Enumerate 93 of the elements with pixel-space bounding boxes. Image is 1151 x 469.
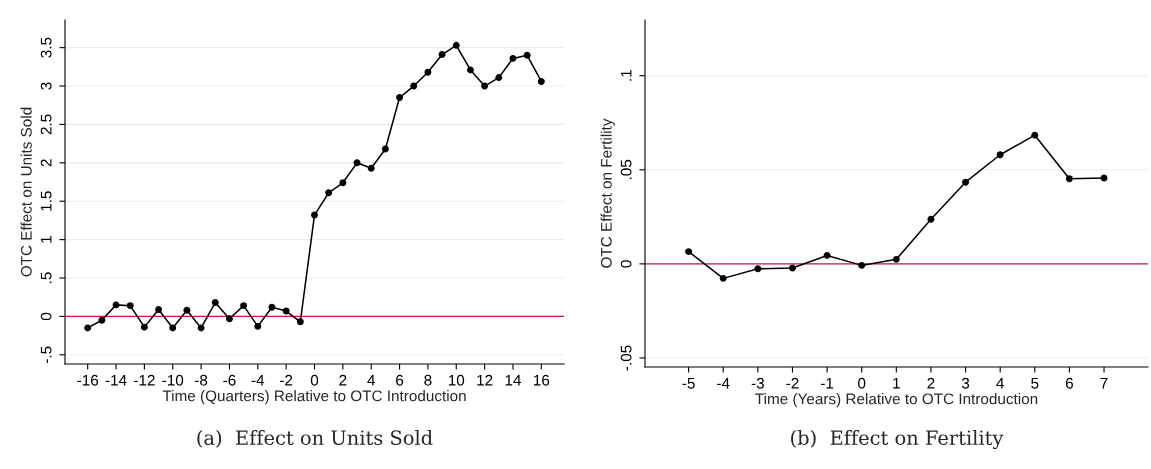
y-axis-title: OTC Effect on Fertility	[600, 118, 615, 268]
point	[685, 248, 693, 256]
point	[211, 299, 219, 307]
point	[126, 302, 134, 310]
y-tick-label: .1	[620, 70, 632, 81]
x-tick-label: 2	[339, 374, 347, 386]
point	[537, 77, 545, 85]
y-tick-label: .05	[620, 159, 632, 180]
y-tick-label: 3.5	[40, 37, 52, 58]
point	[509, 54, 517, 62]
point	[339, 179, 347, 187]
x-tick-label: 16	[533, 374, 550, 386]
x-tick-label: 12	[477, 374, 493, 386]
x-tick-label: -6	[223, 374, 236, 386]
x-tick-label: 8	[424, 374, 432, 386]
point	[438, 51, 446, 59]
point	[962, 178, 970, 186]
point	[98, 316, 106, 324]
y-tick-label: 1.5	[40, 191, 52, 211]
x-tick-label: 4	[367, 374, 376, 386]
y-tick-label: 2	[40, 159, 52, 167]
x-tick-label: -10	[162, 374, 184, 386]
y-tick-label: -.5	[40, 346, 52, 364]
point	[424, 68, 432, 76]
y-tick-label: -.05	[620, 345, 632, 371]
point	[183, 306, 191, 314]
point	[1065, 175, 1073, 183]
point	[396, 94, 404, 102]
point	[140, 323, 148, 331]
x-tick-label: 4	[996, 377, 1004, 389]
point	[892, 255, 900, 263]
x-tick-label: -4	[251, 374, 265, 386]
point	[254, 322, 262, 330]
x-tick-label: 6	[396, 374, 404, 386]
point	[268, 303, 276, 311]
point	[84, 324, 92, 332]
y-tick-label: 0	[620, 260, 632, 268]
x-axis-title: Time (Quarters) Relative to OTC Introduction	[162, 390, 466, 405]
x-tick-label: -2	[280, 374, 293, 386]
x-tick-label: -1	[820, 377, 834, 389]
x-tick-label: 3	[961, 377, 970, 389]
point	[789, 264, 796, 272]
point	[169, 324, 177, 332]
point	[367, 164, 375, 172]
point	[858, 261, 866, 269]
x-tick-label: 10	[448, 374, 465, 386]
point	[1031, 131, 1039, 139]
x-tick-label: -5	[682, 377, 695, 389]
point	[719, 274, 727, 282]
point	[495, 74, 503, 82]
x-tick-label: 5	[1031, 377, 1039, 389]
point	[296, 318, 304, 326]
x-axis-title: Time (Years) Relative to OTC Introduction	[755, 393, 1038, 408]
point	[112, 301, 120, 309]
x-tick-label: 14	[505, 374, 522, 386]
x-tick-label: -3	[751, 377, 764, 389]
x-tick-label: 0	[310, 374, 319, 386]
point	[452, 41, 460, 49]
x-tick-label: -14	[105, 374, 127, 386]
y-tick-label: 2.5	[40, 114, 52, 135]
y-tick-label: 3	[40, 82, 52, 90]
point	[996, 151, 1004, 159]
x-tick-label: -4	[717, 377, 730, 389]
x-tick-label: 1	[893, 377, 900, 389]
point	[481, 82, 489, 90]
point	[311, 211, 318, 219]
x-tick-label: 0	[858, 377, 866, 389]
point	[225, 315, 233, 323]
x-tick-label: 7	[1100, 377, 1108, 389]
point	[823, 251, 831, 259]
x-tick-label: -8	[194, 374, 208, 386]
x-tick-label: -16	[77, 374, 99, 386]
x-tick-label: 6	[1065, 377, 1073, 389]
point	[282, 307, 290, 315]
point	[325, 189, 333, 197]
text: (a) Effect on Units Sold	[197, 430, 433, 448]
y-tick-label: 1	[40, 236, 52, 243]
point	[523, 51, 531, 59]
x-tick-label: 2	[927, 377, 935, 389]
point	[754, 265, 762, 273]
point	[353, 159, 361, 167]
x-tick-label: -12	[134, 374, 155, 386]
text: (b) Effect on Fertility	[791, 430, 1004, 450]
point	[927, 215, 935, 223]
point	[410, 82, 418, 90]
x-tick-label: -2	[786, 377, 799, 389]
y-tick-label: 0	[40, 312, 52, 321]
y-axis-title: OTC Effect on Units Sold	[20, 107, 32, 277]
y-tick-label: .5	[40, 272, 52, 283]
point	[240, 302, 248, 310]
point	[381, 145, 389, 153]
point	[155, 306, 163, 313]
point	[466, 66, 474, 74]
